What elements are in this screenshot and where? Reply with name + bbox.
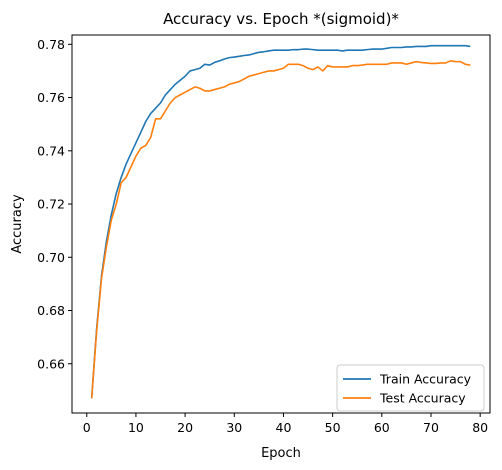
test-accuracy-line xyxy=(90,60,471,399)
y-tick-label: 0.68 xyxy=(37,303,65,318)
train-accuracy-line xyxy=(90,44,471,399)
plot-frame xyxy=(71,34,491,414)
x-tick-label: 80 xyxy=(472,420,488,435)
x-axis-ticks: 0 10 20 30 40 50 60 70 80 xyxy=(83,413,488,435)
y-tick-label: 0.70 xyxy=(37,250,65,265)
x-tick-label: 70 xyxy=(423,420,439,435)
plot-lines xyxy=(90,44,471,399)
legend-label-test: Test Accuracy xyxy=(379,391,466,406)
y-axis-ticks: 0.66 0.68 0.70 0.72 0.74 0.76 0.78 xyxy=(37,37,72,371)
legend-box xyxy=(336,364,485,412)
x-tick-label: 0 xyxy=(83,420,91,435)
y-tick-label: 0.76 xyxy=(37,90,65,105)
y-axis-label: Accuracy xyxy=(10,194,25,254)
y-tick-label: 0.66 xyxy=(37,356,65,371)
y-tick-label: 0.72 xyxy=(37,197,65,212)
x-tick-label: 50 xyxy=(325,420,341,435)
x-tick-label: 10 xyxy=(128,420,144,435)
legend: Train Accuracy Test Accuracy xyxy=(336,364,485,412)
x-tick-label: 20 xyxy=(177,420,193,435)
legend-label-train: Train Accuracy xyxy=(379,372,472,387)
x-tick-label: 60 xyxy=(374,420,390,435)
x-axis-label: Epoch xyxy=(261,446,301,461)
y-tick-label: 0.74 xyxy=(37,143,65,158)
x-tick-label: 30 xyxy=(226,420,242,435)
chart-title: Accuracy vs. Epoch *(sigmoid)* xyxy=(163,10,399,28)
y-tick-label: 0.78 xyxy=(37,37,65,52)
x-tick-label: 40 xyxy=(276,420,292,435)
